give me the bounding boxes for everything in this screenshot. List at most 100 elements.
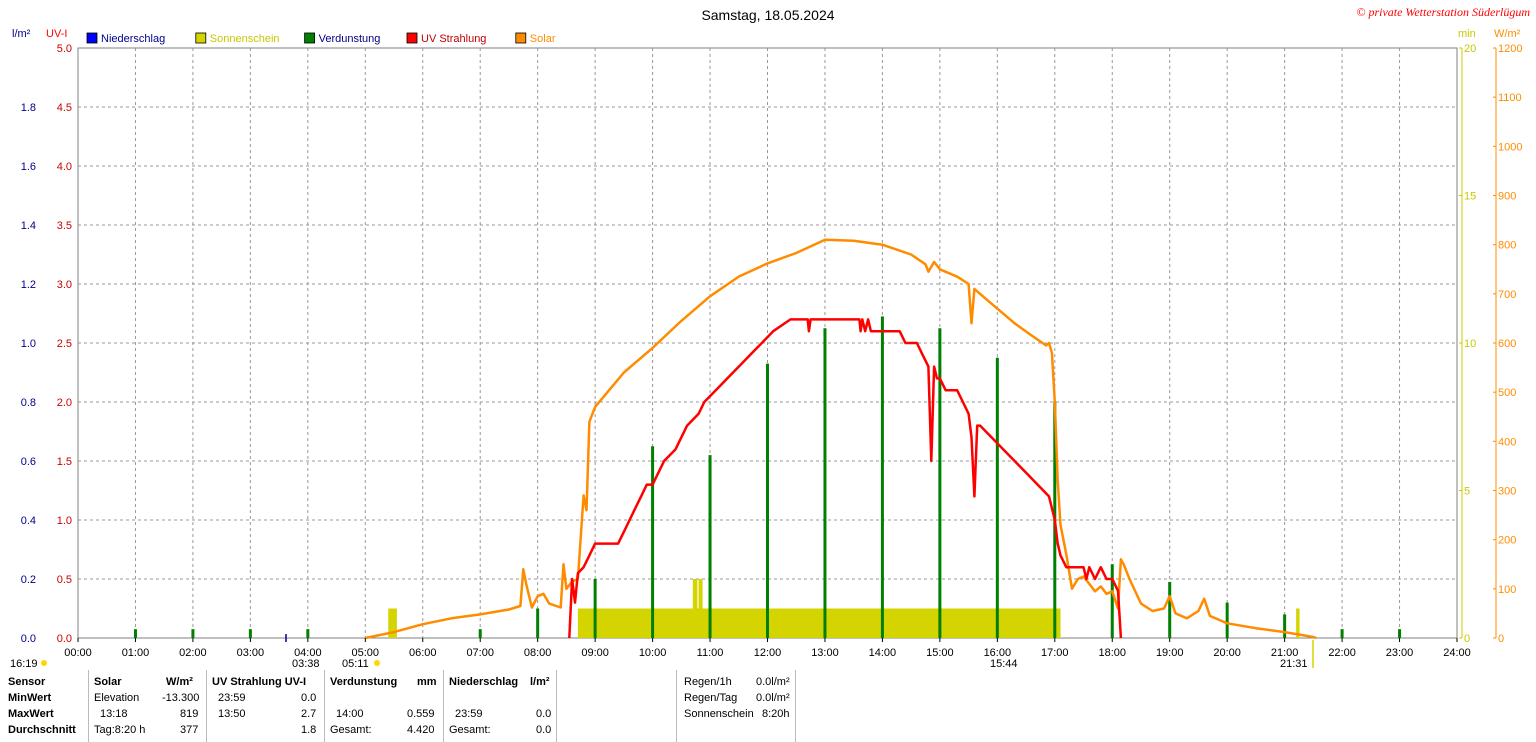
row-max-evap-time: 14:00 (336, 708, 364, 720)
solar-tick-label: 0 (1498, 633, 1504, 645)
row-min-solar-val: -13.300 (162, 692, 200, 704)
row-min-label: MinWert (8, 692, 52, 704)
sunshine-bar (577, 608, 1061, 638)
solar-tick-label: 100 (1498, 584, 1516, 596)
bars-layer (133, 316, 1402, 638)
summary-sunshine-value: 8:20h (762, 708, 790, 720)
solar-line (365, 238, 1317, 640)
sun-tick-label: 10 (1464, 338, 1476, 350)
copyright-label: © private Wetterstation Süderlügum (1356, 5, 1530, 19)
sunshine-bar (692, 579, 698, 638)
x-tick-label: 21:00 (1271, 647, 1299, 659)
evaporation-bar (651, 446, 655, 638)
evaporation-bar (306, 629, 310, 638)
row-max-solar-val: 819 (180, 708, 199, 720)
header-sensor: Sensor (8, 676, 46, 688)
rain-tick-label: 1.4 (21, 220, 36, 232)
x-tick-label: 20:00 (1213, 647, 1241, 659)
row-min-solar-time: Elevation (94, 692, 140, 704)
header-evap-unit: mm (417, 676, 437, 688)
row-avg-solar-val: 377 (180, 724, 199, 736)
solar-tick-label: 500 (1498, 387, 1516, 399)
header-rain: Niederschlag (449, 676, 519, 688)
evaporation-bar (995, 357, 999, 638)
axis-unit-sun: min (1458, 28, 1476, 40)
x-tick-label: 18:00 (1098, 647, 1126, 659)
sunrise-label: 05:11 (342, 658, 369, 670)
rain-tick-label: 0.6 (21, 456, 36, 468)
evaporation-bar (823, 328, 827, 638)
header-solar: Solar (94, 676, 122, 688)
uv-tick-label: 3.0 (57, 279, 72, 291)
x-tick-label: 19:00 (1156, 647, 1184, 659)
x-tick-label: 14:00 (869, 647, 897, 659)
axis-unit-solar: W/m² (1494, 28, 1521, 40)
row-min-uv-val: 0.0 (301, 692, 317, 704)
x-tick-label: 12:00 (754, 647, 782, 659)
uv-line (568, 318, 1123, 639)
legend-swatch (406, 32, 418, 44)
astro-labels: 16:19 03:38 05:11 15:44 21:31 (10, 634, 1314, 670)
tick-labels: 00:00 01:00 02:00 03:00 04:00 05:00 06:00 07:00… (21, 43, 1523, 659)
sunshine-bar (388, 608, 397, 638)
row-avg-rain-val: 0.0 (536, 724, 552, 736)
weather-chart: Samstag, 18.05.2024 © private Wetterstat… (10, 5, 1530, 670)
x-tick-label: 01:00 (122, 647, 150, 659)
x-tick-label: 22:00 (1328, 647, 1356, 659)
sun-dot (374, 660, 380, 666)
x-tick-label: 08:00 (524, 647, 552, 659)
evaporation-bar (766, 363, 769, 638)
summary-rain-1h-value: 0.0l/m² (756, 676, 790, 688)
evaporation-bar (191, 629, 195, 638)
summary-rain-day-label: Regen/Tag (684, 692, 738, 704)
evaporation-bar (708, 455, 712, 638)
x-tick-label: 10:00 (639, 647, 667, 659)
header-uv: UV Strahlung UV-I (212, 676, 307, 688)
uv-tick-label: 5.0 (57, 43, 72, 55)
solar-tick-label: 1200 (1498, 43, 1522, 55)
evaporation-bar (1110, 564, 1114, 638)
legend-label: Solar (530, 33, 556, 45)
evaporation-bar (1398, 629, 1402, 638)
solar-tick-label: 400 (1498, 436, 1516, 448)
uv-tick-label: 1.5 (57, 456, 72, 468)
row-avg-uv-val: 1.8 (301, 724, 317, 736)
evaporation-bar (1283, 614, 1287, 638)
evaporation-bar (248, 629, 252, 638)
sun-tick-label: 5 (1464, 486, 1470, 498)
x-tick-label: 16:00 (984, 647, 1012, 659)
x-tick-label: 03:00 (237, 647, 265, 659)
row-avg-label: Durchschnitt (8, 724, 76, 736)
legend-swatch (195, 32, 207, 44)
axis-unit-uv: UV-I (46, 28, 67, 40)
header-evap: Verdunstung (330, 676, 398, 688)
evaporation-bar (1340, 629, 1344, 638)
row-min-uv-time: 23:59 (218, 692, 246, 704)
uv-tick-label: 0.5 (57, 574, 72, 586)
evaporation-bar (1168, 581, 1172, 638)
sun-tick-label: 20 (1464, 43, 1476, 55)
row-avg-evap-val: 4.420 (407, 724, 435, 736)
x-tick-label: 02:00 (179, 647, 207, 659)
uv-tick-label: 0.0 (57, 633, 72, 645)
sunset-label: 21:31 (1280, 658, 1308, 670)
rain-tick-label: 1.8 (21, 102, 36, 114)
rain-tick-label: 1.6 (21, 161, 36, 173)
uv-tick-label: 4.0 (57, 161, 72, 173)
x-tick-label: 13:00 (811, 647, 839, 659)
sunshine-bar (1296, 608, 1300, 638)
row-max-solar-time: 13:18 (100, 708, 128, 720)
row-max-uv-time: 13:50 (218, 708, 246, 720)
uv-tick-label: 4.5 (57, 102, 72, 114)
x-tick-label: 23:00 (1386, 647, 1414, 659)
row-max-evap-val: 0.559 (407, 708, 435, 720)
solar-tick-label: 800 (1498, 240, 1516, 252)
uv-tick-label: 3.5 (57, 220, 72, 232)
legend-swatch (86, 32, 98, 44)
rain-tick-label: 0.4 (21, 515, 36, 527)
lines-layer (365, 238, 1317, 640)
x-tick-label: 06:00 (409, 647, 437, 659)
evaporation-bar (938, 328, 942, 638)
header-solar-unit: W/m² (166, 676, 193, 688)
x-tick-label: 05:00 (352, 647, 380, 659)
